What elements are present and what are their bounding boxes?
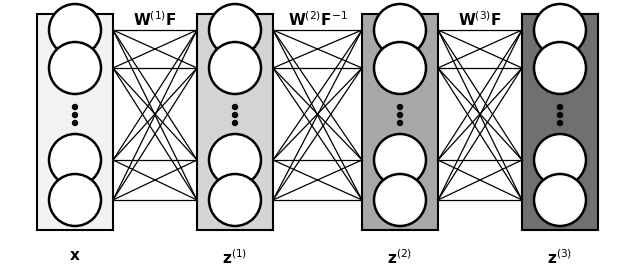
Text: $\mathbf{W}^{(3)}\mathbf{F}$: $\mathbf{W}^{(3)}\mathbf{F}$ bbox=[458, 10, 502, 29]
Circle shape bbox=[209, 174, 261, 226]
Circle shape bbox=[374, 134, 426, 186]
Circle shape bbox=[209, 42, 261, 94]
Circle shape bbox=[232, 121, 237, 125]
Circle shape bbox=[232, 113, 237, 117]
Circle shape bbox=[49, 134, 101, 186]
Circle shape bbox=[558, 121, 563, 125]
Circle shape bbox=[232, 105, 237, 110]
Circle shape bbox=[558, 105, 563, 110]
Circle shape bbox=[398, 113, 403, 117]
Circle shape bbox=[534, 42, 586, 94]
Bar bbox=[197, 14, 273, 230]
Circle shape bbox=[72, 113, 77, 117]
Text: $\mathbf{z}^{(2)}$: $\mathbf{z}^{(2)}$ bbox=[387, 248, 413, 267]
Circle shape bbox=[374, 4, 426, 56]
Circle shape bbox=[534, 174, 586, 226]
Circle shape bbox=[209, 134, 261, 186]
Circle shape bbox=[49, 4, 101, 56]
Circle shape bbox=[49, 174, 101, 226]
Circle shape bbox=[534, 4, 586, 56]
Circle shape bbox=[374, 174, 426, 226]
Bar bbox=[522, 14, 598, 230]
Text: $\mathbf{z}^{(1)}$: $\mathbf{z}^{(1)}$ bbox=[222, 248, 247, 267]
Circle shape bbox=[558, 113, 563, 117]
Circle shape bbox=[209, 4, 261, 56]
Circle shape bbox=[398, 105, 403, 110]
Circle shape bbox=[534, 134, 586, 186]
Circle shape bbox=[49, 42, 101, 94]
Text: $\mathbf{W}^{(1)}\mathbf{F}$: $\mathbf{W}^{(1)}\mathbf{F}$ bbox=[133, 10, 177, 29]
Text: $\mathbf{z}^{(3)}$: $\mathbf{z}^{(3)}$ bbox=[548, 248, 573, 267]
Bar bbox=[37, 14, 113, 230]
Text: $\mathbf{W}^{(2)}\mathbf{F}^{-1}$: $\mathbf{W}^{(2)}\mathbf{F}^{-1}$ bbox=[288, 10, 348, 29]
Bar bbox=[362, 14, 438, 230]
Text: $\mathbf{x}$: $\mathbf{x}$ bbox=[69, 248, 81, 263]
Circle shape bbox=[72, 121, 77, 125]
Circle shape bbox=[72, 105, 77, 110]
Circle shape bbox=[398, 121, 403, 125]
Circle shape bbox=[374, 42, 426, 94]
